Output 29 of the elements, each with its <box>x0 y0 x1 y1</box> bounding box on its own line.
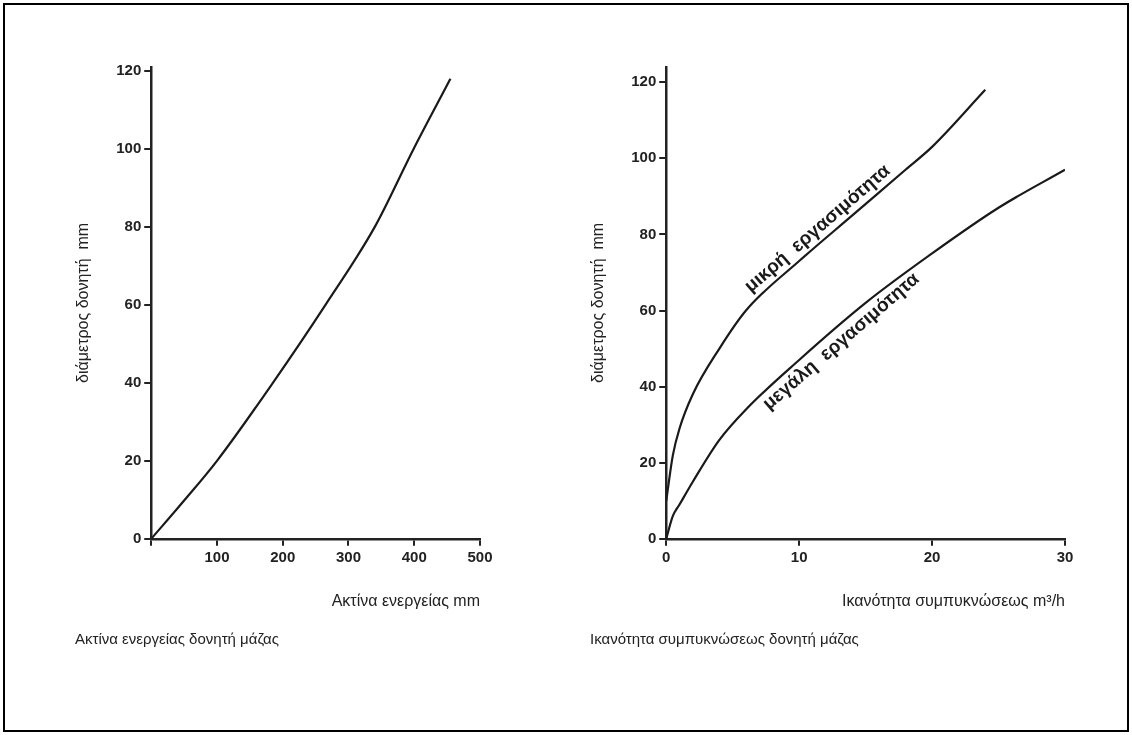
x-tick-label: 30 <box>1056 547 1074 565</box>
y-tick-label: 100 <box>631 148 657 166</box>
x-tick-label: 0 <box>662 547 671 565</box>
y-tick-label: 40 <box>124 372 142 390</box>
y-axis-title: διάμετρος δονητή mm <box>589 222 607 383</box>
y-axis-title: διάμετρος δονητή mm <box>74 222 92 383</box>
y-tick-label: 20 <box>124 450 142 468</box>
y-tick-label: 60 <box>639 300 657 318</box>
y-tick-label: 0 <box>647 528 657 546</box>
x-tick-label: 10 <box>790 547 808 565</box>
x-tick-label: 20 <box>923 547 941 565</box>
y-tick-label: 40 <box>639 376 657 394</box>
x-tick-label: 200 <box>270 547 296 565</box>
y-tick-label: 20 <box>639 452 657 470</box>
text: Ακτίνα ενεργείας δονητή μάζας <box>75 630 279 647</box>
x-tick-label: 500 <box>467 547 493 565</box>
x-axis-title: Ακτίνα ενεργείας mm <box>331 591 480 609</box>
y-tick-label: 120 <box>116 61 142 79</box>
x-axis-title: Ικανότητα συμπυκνώσεως m³/h <box>842 591 1065 609</box>
y-tick-label: 100 <box>116 139 142 157</box>
y-tick-label: 60 <box>124 294 142 312</box>
y-tick-label: 120 <box>631 72 657 90</box>
x-tick-label: 400 <box>401 547 427 565</box>
y-tick-label: 80 <box>639 224 657 242</box>
x-tick-label: 100 <box>204 547 230 565</box>
text: Ικανότητα συμπυκνώσεως δονητή μάζας <box>590 630 859 647</box>
y-tick-label: 0 <box>132 528 142 546</box>
x-tick-label: 300 <box>335 547 362 565</box>
y-tick-label: 80 <box>124 217 142 235</box>
